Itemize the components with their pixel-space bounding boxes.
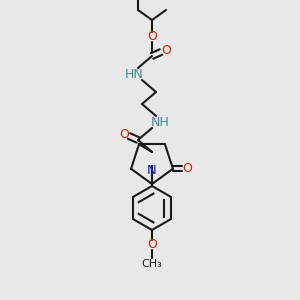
Text: O: O bbox=[161, 44, 171, 56]
Text: O: O bbox=[182, 162, 192, 175]
Text: O: O bbox=[119, 128, 129, 140]
Text: NH: NH bbox=[151, 116, 169, 128]
Text: CH₃: CH₃ bbox=[142, 259, 162, 269]
Text: HN: HN bbox=[124, 68, 143, 80]
Text: O: O bbox=[147, 238, 157, 251]
Text: N: N bbox=[147, 164, 157, 176]
Text: O: O bbox=[147, 29, 157, 43]
